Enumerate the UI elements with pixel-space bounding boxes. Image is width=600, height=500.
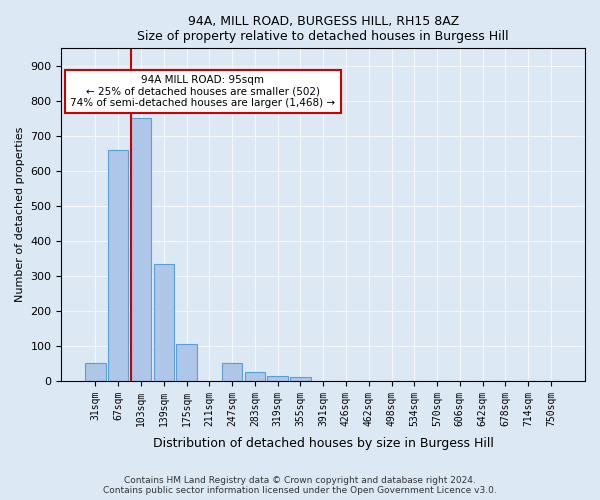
- Bar: [222, 364, 242, 381]
- Bar: [154, 264, 174, 381]
- Text: Contains HM Land Registry data © Crown copyright and database right 2024.
Contai: Contains HM Land Registry data © Crown c…: [103, 476, 497, 495]
- Bar: [268, 376, 288, 381]
- Bar: [290, 378, 311, 381]
- Bar: [245, 372, 265, 381]
- Y-axis label: Number of detached properties: Number of detached properties: [15, 127, 25, 302]
- Bar: [85, 364, 106, 381]
- X-axis label: Distribution of detached houses by size in Burgess Hill: Distribution of detached houses by size …: [153, 437, 494, 450]
- Bar: [131, 118, 151, 381]
- Title: 94A, MILL ROAD, BURGESS HILL, RH15 8AZ
Size of property relative to detached hou: 94A, MILL ROAD, BURGESS HILL, RH15 8AZ S…: [137, 15, 509, 43]
- Text: 94A MILL ROAD: 95sqm
← 25% of detached houses are smaller (502)
74% of semi-deta: 94A MILL ROAD: 95sqm ← 25% of detached h…: [70, 75, 335, 108]
- Bar: [108, 150, 128, 381]
- Bar: [176, 344, 197, 381]
